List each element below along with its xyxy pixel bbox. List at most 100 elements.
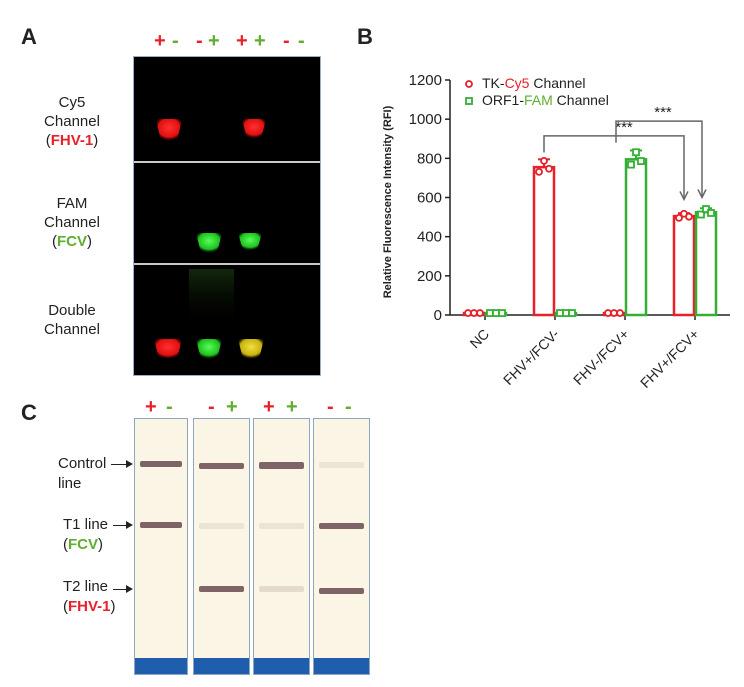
- data-point: [562, 309, 570, 317]
- panel-label-a: A: [21, 24, 37, 49]
- t2-target: FHV-1: [68, 598, 111, 615]
- legend-marker: [465, 97, 473, 105]
- y-tick-label: 0: [434, 307, 442, 324]
- data-point: [535, 167, 543, 176]
- data-point: [697, 210, 705, 219]
- legend-label: TK-Cy5 Channel: [482, 75, 586, 91]
- y-tick-label: 800: [417, 150, 442, 167]
- tube-fam-3: [238, 233, 262, 251]
- significance-label: ***: [615, 119, 633, 136]
- cy5-channel-label: Cy5 Channel (FHV-1): [12, 93, 132, 150]
- t2-line-label: T2 line (FHV-1): [63, 577, 116, 617]
- sign-a-7: -: [283, 30, 290, 52]
- t2-label-line1: T2 line: [63, 578, 109, 595]
- tube-double-1: [154, 339, 182, 359]
- legend-marker: [465, 80, 473, 88]
- t1-band-faint: [199, 523, 244, 529]
- significance-arrow: [697, 189, 707, 200]
- sign-c-1: +: [145, 396, 157, 418]
- cy5-line1: Cy5: [58, 94, 86, 111]
- t1-arrow-head: [126, 521, 133, 529]
- sample-pad: [314, 658, 369, 674]
- tube-double-2: [196, 339, 222, 359]
- data-point: [545, 164, 553, 173]
- rfi-bar-chart: 0 200 400 600 800 1000 1200 NC FHV+/FCV- FHV-/FCV…: [382, 72, 730, 391]
- test-strip-1: [134, 418, 188, 675]
- t2-band: [319, 588, 364, 594]
- tube-fam-2: [196, 233, 222, 253]
- x-tick-label: FHV+/FCV-: [500, 326, 562, 388]
- control-label-line1: Control: [58, 455, 107, 472]
- t1-arrow: [113, 525, 128, 526]
- t1-band-faint: [259, 523, 304, 529]
- legend-label: ORF1-FAM Channel: [482, 92, 609, 108]
- x-tick-label: NC: [466, 326, 492, 352]
- fam-channel-label: FAM Channel (FCV): [12, 194, 132, 251]
- control-band: [199, 463, 244, 469]
- y-tick-label: 600: [417, 190, 442, 207]
- t2-band: [199, 586, 244, 592]
- t2-open: (: [63, 598, 68, 615]
- sign-c-6: +: [286, 396, 298, 418]
- bar: [532, 165, 556, 317]
- sample-pad: [194, 658, 249, 674]
- fam-close: ): [87, 233, 92, 250]
- chart-axes: 0 200 400 600 800 1000 1200 NC FHV+/FCV- FHV-/FCV…: [409, 72, 730, 391]
- test-strip-3: [253, 418, 310, 675]
- t1-label-line1: T1 line: [63, 516, 109, 533]
- t2-close: ): [110, 598, 116, 615]
- t1-band: [319, 523, 364, 529]
- bar: [672, 214, 696, 317]
- control-band: [140, 461, 182, 467]
- data-point: [616, 309, 624, 317]
- chart-significance: *** ***: [543, 104, 707, 202]
- significance-bracket: [615, 120, 703, 198]
- tube-haze: [189, 269, 234, 329]
- data-point: [707, 209, 715, 217]
- sample-pad: [254, 658, 309, 674]
- cy5-open: (: [45, 132, 51, 149]
- double-channel-label: Double Channel: [12, 301, 132, 339]
- sign-c-4: +: [226, 396, 238, 418]
- cy5-close: ): [93, 132, 99, 149]
- t1-band: [140, 522, 182, 528]
- tube-row-divider-1: [134, 161, 320, 163]
- fam-target: FCV: [57, 233, 87, 250]
- data-point: [610, 309, 618, 317]
- tube-cy5-3: [242, 119, 266, 139]
- bar: [694, 210, 718, 317]
- t1-line-label: T1 line (FCV): [63, 515, 108, 555]
- chart-points: [464, 148, 715, 317]
- control-arrow-head: [126, 460, 133, 468]
- data-point: [632, 148, 640, 157]
- t1-close: ): [98, 536, 103, 553]
- data-point: [604, 309, 612, 317]
- data-point: [702, 205, 710, 213]
- significance-bracket: [543, 135, 685, 200]
- test-strip-4: [313, 418, 370, 675]
- chart-bars: [462, 149, 718, 317]
- control-arrow: [111, 464, 128, 465]
- sign-a-5: +: [236, 30, 248, 52]
- fam-line2: Channel: [44, 214, 100, 231]
- cy5-line2: Channel: [44, 113, 100, 130]
- data-point: [627, 160, 635, 169]
- sign-a-3: -: [196, 30, 203, 52]
- y-tick-label: 400: [417, 229, 442, 246]
- control-line-label: Control line: [58, 454, 106, 494]
- tube-row-divider-2: [134, 263, 320, 265]
- fam-line1: FAM: [56, 195, 88, 212]
- data-point: [675, 213, 683, 222]
- sign-c-7: -: [327, 396, 334, 418]
- data-point: [556, 309, 564, 317]
- sign-a-4: +: [208, 30, 220, 52]
- sign-c-5: +: [263, 396, 275, 418]
- sign-c-2: -: [166, 396, 173, 418]
- y-tick-label: 1000: [409, 111, 442, 128]
- sample-pad: [135, 658, 187, 674]
- control-label-line2: line: [58, 475, 82, 492]
- tube-double-3: [238, 339, 264, 359]
- t2-arrow: [113, 589, 128, 590]
- data-point: [476, 309, 484, 317]
- sign-c-3: -: [208, 396, 215, 418]
